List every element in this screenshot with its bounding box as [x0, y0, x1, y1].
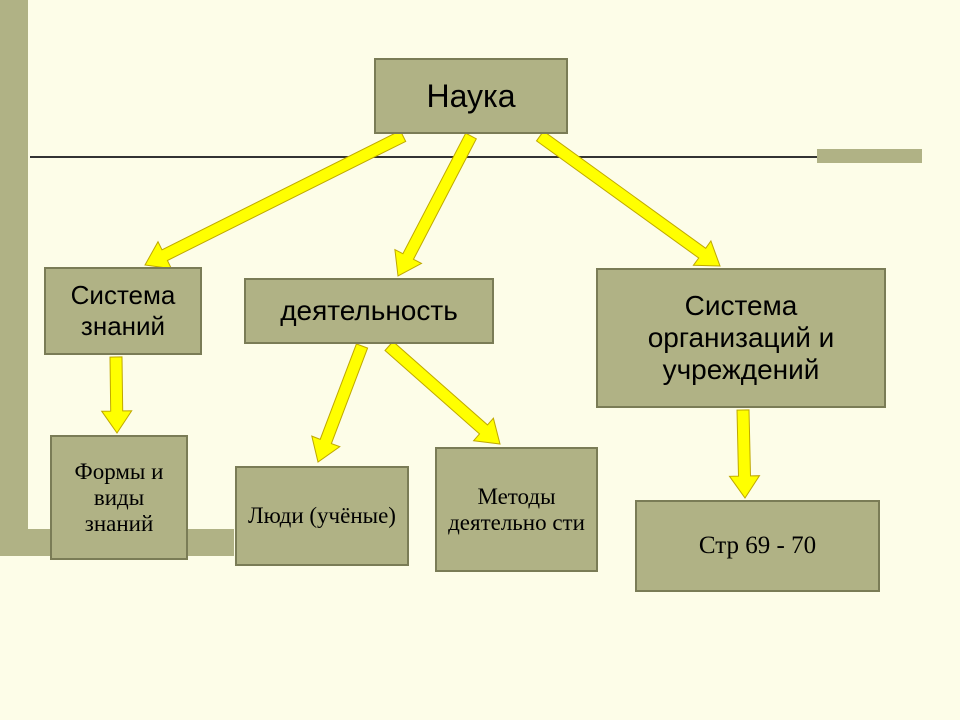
- node-root: Наука: [374, 58, 568, 134]
- node-label: Наука: [426, 78, 515, 115]
- node-forms-knowledge: Формы и виды знаний: [50, 435, 188, 560]
- horizontal-rule-accent: [817, 149, 922, 163]
- node-label: Методы деятельно сти: [447, 484, 586, 536]
- horizontal-rule: [30, 156, 922, 158]
- node-label: деятельность: [280, 295, 458, 327]
- node-pages: Стр 69 - 70: [635, 500, 880, 592]
- node-label: Формы и виды знаний: [62, 459, 176, 537]
- node-label: Система знаний: [56, 280, 190, 342]
- node-system-organizations: Система организаций и учреждений: [596, 268, 886, 408]
- node-system-knowledge: Система знаний: [44, 267, 202, 355]
- node-label: Люди (учёные): [248, 503, 396, 529]
- sidebar-left-block: [0, 0, 28, 529]
- node-label: Стр 69 - 70: [699, 532, 816, 560]
- node-methods: Методы деятельно сти: [435, 447, 598, 572]
- node-activity: деятельность: [244, 278, 494, 344]
- node-label: Система организаций и учреждений: [608, 290, 874, 386]
- node-people: Люди (учёные): [235, 466, 409, 566]
